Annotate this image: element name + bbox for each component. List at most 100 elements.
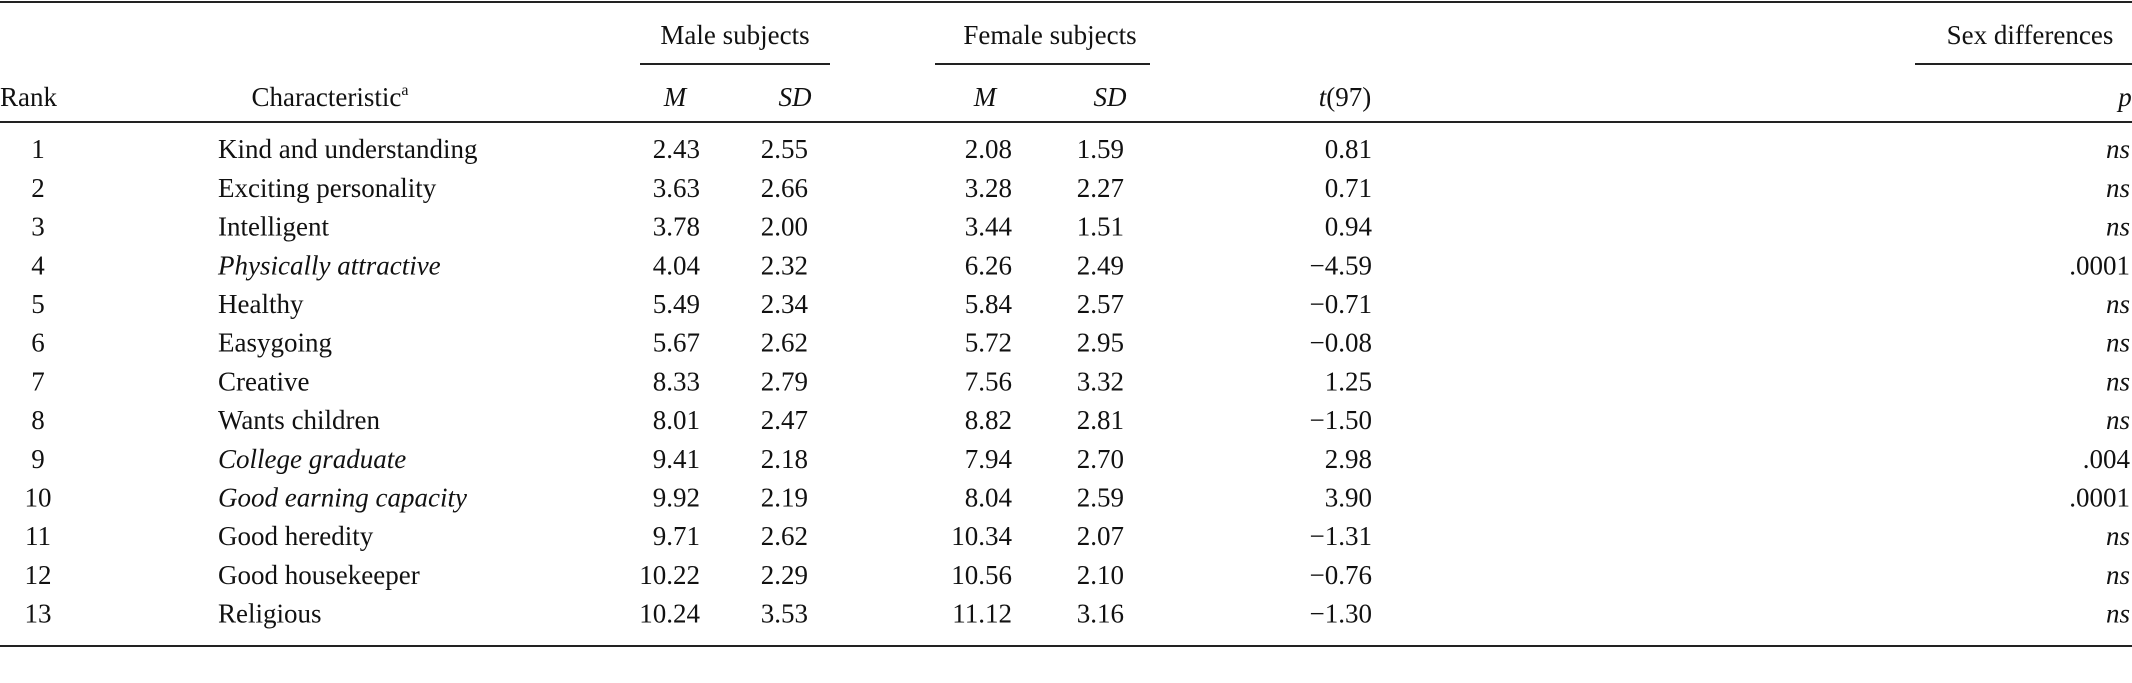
cell: 3.16 — [1077, 599, 1124, 629]
cell: 0.81 — [1325, 134, 1372, 164]
column-header: Rank — [0, 82, 57, 112]
header-text: Characteristic — [251, 82, 401, 112]
cell: Creative — [218, 366, 309, 396]
cell: ns — [2106, 599, 2130, 629]
cell: Physically attractive — [217, 250, 441, 280]
cell: 2.57 — [1077, 289, 1124, 319]
cell: 2.62 — [761, 521, 808, 551]
cell: 2.29 — [761, 560, 808, 590]
cell: 7.56 — [965, 366, 1012, 396]
cell: 3.90 — [1325, 483, 1372, 513]
cell: 3.32 — [1077, 366, 1124, 396]
cell: 2.49 — [1077, 250, 1124, 280]
cell: Kind and understanding — [218, 134, 477, 164]
cell: 10.34 — [951, 521, 1012, 551]
cell: 8 — [31, 405, 45, 435]
cell: 2.79 — [761, 366, 808, 396]
cell: 0.71 — [1325, 173, 1372, 203]
cell: 10.56 — [951, 560, 1012, 590]
cell: 1.25 — [1325, 366, 1372, 396]
cell: Religious — [218, 599, 322, 629]
footnote-marker: a — [401, 82, 408, 99]
cell: 5.67 — [653, 328, 700, 358]
cell: −0.08 — [1310, 328, 1372, 358]
cell: .0001 — [2069, 483, 2130, 513]
cell: 3.53 — [761, 599, 808, 629]
cell: −0.76 — [1310, 560, 1372, 590]
column-header: p — [2116, 82, 2132, 112]
cell: Exciting personality — [218, 173, 437, 203]
cell: −4.59 — [1310, 250, 1372, 280]
cell: 7 — [31, 366, 45, 396]
cell: 8.82 — [965, 405, 1012, 435]
cell: Good earning capacity — [218, 483, 467, 513]
cell: .004 — [2083, 444, 2131, 474]
cell: 2.19 — [761, 483, 808, 513]
cell: ns — [2106, 560, 2130, 590]
cell: 5.72 — [965, 328, 1012, 358]
cell: −0.71 — [1310, 289, 1372, 319]
cell: .0001 — [2069, 250, 2130, 280]
cell: 2.34 — [761, 289, 809, 319]
cell: 3.28 — [965, 173, 1012, 203]
cell: −1.30 — [1310, 599, 1372, 629]
cell: 8.33 — [653, 366, 700, 396]
cell: 6.26 — [965, 250, 1012, 280]
cell: 1 — [31, 134, 45, 164]
cell: ns — [2106, 366, 2130, 396]
cell: ns — [2106, 212, 2130, 242]
cell: 2.00 — [761, 212, 808, 242]
column-header: M — [973, 82, 998, 112]
group-header: Sex differences — [1947, 20, 2114, 50]
column-header: Characteristica — [251, 82, 408, 112]
cell: Good heredity — [218, 521, 374, 551]
cell: 2.81 — [1077, 405, 1124, 435]
cell: 2.55 — [761, 134, 808, 164]
cell: −1.50 — [1310, 405, 1372, 435]
header-text: (97) — [1326, 82, 1371, 112]
cell: 2.98 — [1325, 444, 1372, 474]
column-header: SD — [1094, 82, 1128, 112]
cell: 8.01 — [653, 405, 700, 435]
header-italic: t — [1319, 82, 1328, 112]
cell: ns — [2106, 134, 2130, 164]
cell: 2.32 — [761, 250, 808, 280]
cell: 5.49 — [653, 289, 700, 319]
cell: 10.24 — [639, 599, 700, 629]
cell: 9.71 — [653, 521, 700, 551]
cell: ns — [2106, 173, 2130, 203]
cell: 2.95 — [1077, 328, 1124, 358]
cell: −1.31 — [1310, 521, 1372, 551]
cell: ns — [2106, 521, 2130, 551]
cell: 2.43 — [653, 134, 700, 164]
cell: 3.63 — [653, 173, 700, 203]
cell: 2.66 — [761, 173, 808, 203]
cell: 11.12 — [952, 599, 1012, 629]
cell: 2.70 — [1077, 444, 1124, 474]
cell: 3 — [31, 212, 45, 242]
cell: 1.59 — [1077, 134, 1124, 164]
cell: 10.22 — [639, 560, 700, 590]
cell: 3.78 — [653, 212, 700, 242]
cell: 2 — [31, 173, 45, 203]
cell: College graduate — [218, 444, 406, 474]
cell: 6 — [31, 328, 45, 358]
cell: 2.27 — [1077, 173, 1124, 203]
cell: 10 — [25, 483, 52, 513]
cell: 5.84 — [965, 289, 1013, 319]
group-header: Male subjects — [660, 20, 809, 50]
cell: ns — [2106, 328, 2130, 358]
cell: Intelligent — [218, 212, 329, 242]
cell: 9.41 — [653, 444, 700, 474]
cell: Healthy — [218, 289, 304, 319]
cell: 3.44 — [965, 212, 1013, 242]
cell: 9 — [31, 444, 45, 474]
cell: 2.18 — [761, 444, 808, 474]
cell: 13 — [25, 599, 52, 629]
cell: 11 — [25, 521, 51, 551]
cell: 2.07 — [1077, 521, 1124, 551]
cell: 8.04 — [965, 483, 1013, 513]
cell: 12 — [25, 560, 52, 590]
